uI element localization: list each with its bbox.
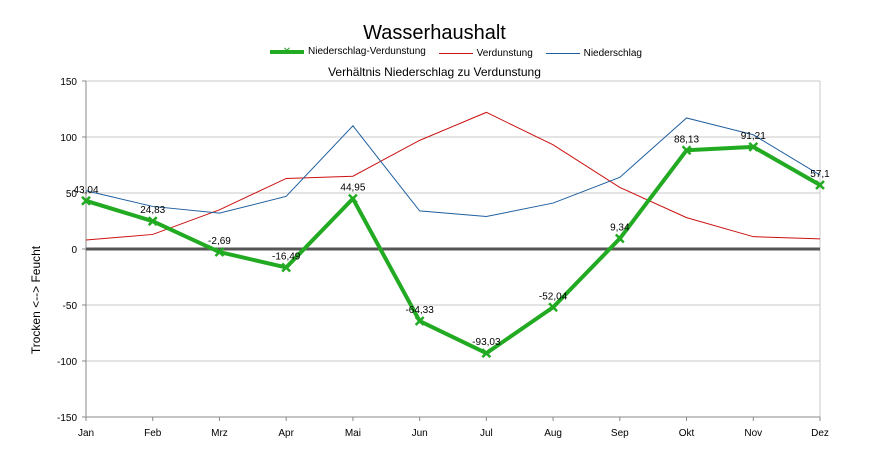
legend-swatch-evap: [438, 53, 473, 54]
legend-label-precip: Niederschlag: [583, 47, 642, 59]
legend-item-diff: ✕ Niederschlag-Verdunstung: [270, 46, 426, 58]
water-balance-point: [81, 195, 91, 206]
water-balance-point: [815, 180, 825, 190]
data-label: -16,49: [272, 251, 301, 262]
y-tick-label: 0: [71, 245, 77, 256]
water-balance-point: [414, 316, 425, 326]
water-balance-point: [481, 348, 492, 359]
water-balance-point: [548, 302, 558, 313]
data-label: -52,04: [539, 291, 568, 302]
legend-swatch-precip: [545, 53, 580, 54]
data-label: 9,34: [610, 223, 630, 234]
y-tick-label: -100: [57, 357, 77, 368]
data-label: 91,21: [741, 131, 766, 142]
water-balance-point: [281, 262, 292, 273]
water-balance-point: [147, 216, 158, 227]
legend-label-diff: Niederschlag-Verdunstung: [308, 46, 426, 57]
y-tick-label: -150: [57, 413, 77, 424]
x-tick-label: Sep: [611, 428, 629, 439]
chart-legend: ✕ Niederschlag-Verdunstung Verdunstung N…: [270, 46, 652, 60]
water-balance-point: [614, 233, 625, 244]
legend-label-evap: Verdunstung: [476, 47, 533, 59]
chart-title: Wasserhaushalt: [363, 22, 506, 44]
x-tick-label: Aug: [544, 428, 562, 439]
x-tick-label: Jun: [412, 428, 428, 439]
y-tick-label: 150: [60, 77, 77, 88]
precipitation-line: [85, 117, 821, 218]
evaporation-line: [85, 111, 821, 241]
legend-item-precip: Niederschlag: [545, 47, 642, 60]
water-balance-point: [348, 193, 358, 204]
water-balance-point: [748, 141, 759, 152]
x-tick-label: Mai: [345, 428, 361, 439]
y-tick-label: 100: [60, 133, 77, 144]
y-tick-label: 50: [66, 189, 78, 200]
legend-item-evap: Verdunstung: [438, 47, 533, 60]
data-label: -93,03: [472, 337, 501, 348]
water-balance-point: [214, 247, 225, 257]
x-tick-label: Feb: [144, 428, 162, 439]
x-tick-label: Jul: [480, 428, 493, 439]
data-label: 24,83: [140, 205, 165, 216]
data-label: 43,04: [73, 185, 98, 196]
data-label: 88,13: [674, 134, 699, 145]
x-tick-label: Nov: [744, 428, 762, 439]
data-label: -2,69: [208, 236, 231, 247]
data-label: 57,1: [810, 169, 830, 180]
x-tick-label: Jan: [78, 428, 94, 439]
legend-swatch-diff: ✕: [270, 47, 304, 57]
water-balance-point: [681, 145, 692, 156]
x-tick-label: Mrz: [211, 428, 228, 439]
data-label: -64,33: [405, 305, 434, 316]
y-tick-label: -50: [63, 301, 78, 312]
chart-subtitle: Verhältnis Niederschlag zu Verdunstung: [328, 65, 541, 79]
x-tick-label: Apr: [278, 428, 294, 439]
x-tick-label: Dez: [811, 428, 829, 439]
water-balance-line: [85, 144, 821, 356]
data-label: 44,95: [340, 183, 365, 194]
x-tick-label: Okt: [679, 428, 695, 439]
